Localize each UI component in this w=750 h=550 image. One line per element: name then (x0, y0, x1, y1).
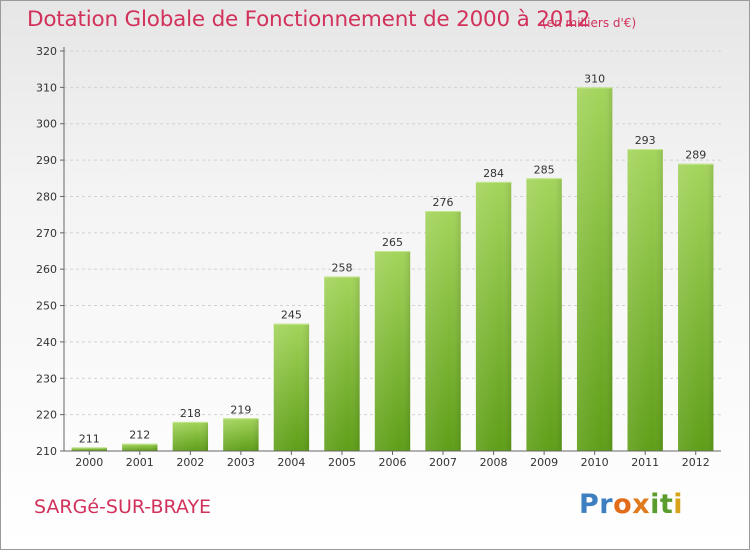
x-tick-label: 2007 (429, 456, 457, 469)
value-label: 285 (534, 163, 555, 176)
bar-shade (324, 276, 360, 451)
y-tick-label: 270 (36, 227, 57, 240)
x-tick-label: 2001 (126, 456, 154, 469)
value-label: 276 (433, 196, 454, 209)
chart-title: Dotation Globale de Fonctionnement de 20… (27, 7, 591, 32)
y-tick-label: 300 (36, 118, 57, 131)
bar-shade (374, 251, 411, 451)
value-label: 289 (685, 149, 706, 162)
x-tick-label: 2010 (581, 456, 609, 469)
logo-letter: x (632, 489, 651, 520)
place-name: SARGé-SUR-BRAYE (34, 496, 212, 518)
logo-letter: P (579, 489, 600, 520)
logo-letter: o (613, 489, 633, 520)
value-label: 310 (584, 72, 605, 85)
value-label: 218 (180, 407, 201, 420)
bar-shade (425, 211, 461, 451)
value-label: 293 (635, 134, 656, 147)
x-tick-label: 2006 (379, 456, 407, 469)
chart-subtitle: (en milliers d'€) (542, 16, 637, 30)
y-tick-label: 260 (36, 263, 57, 276)
y-tick-label: 290 (36, 154, 57, 167)
logo-letter: i (650, 489, 660, 520)
bar-shade (627, 149, 663, 451)
x-tick-label: 2012 (682, 456, 710, 469)
x-tick-label: 2003 (227, 456, 255, 469)
bar-shade (273, 323, 310, 451)
value-label: 258 (331, 261, 352, 274)
y-tick-label: 230 (36, 372, 57, 385)
value-label: 219 (230, 403, 251, 416)
y-tick-label: 320 (36, 45, 57, 58)
x-tick-label: 2005 (328, 456, 356, 469)
value-label: 245 (281, 309, 302, 322)
bar-shade (576, 87, 613, 451)
bar-shade (71, 447, 107, 451)
x-tick-label: 2000 (75, 456, 103, 469)
value-label: 212 (129, 429, 150, 442)
value-label: 284 (483, 167, 504, 180)
y-tick-label: 280 (36, 190, 57, 203)
proxiti-logo[interactable]: Proxiti (579, 489, 683, 520)
x-tick-label: 2002 (176, 456, 204, 469)
bar-shade (172, 421, 209, 451)
bar-shade (223, 418, 259, 451)
logo-letter: t (659, 489, 674, 520)
logo-letter: i (673, 489, 684, 520)
x-tick-label: 2011 (631, 456, 659, 469)
y-tick-label: 250 (36, 300, 57, 313)
y-tick-label: 240 (36, 336, 57, 349)
bar-shade (475, 181, 512, 451)
value-label: 265 (382, 236, 403, 249)
value-label: 211 (79, 432, 100, 445)
y-tick-label: 220 (36, 409, 57, 422)
y-tick-label: 310 (36, 81, 57, 94)
bar-shade (122, 443, 158, 451)
y-tick-label: 210 (36, 445, 57, 458)
bar-shade (678, 163, 714, 451)
bar-shade (526, 178, 562, 452)
x-tick-label: 2004 (277, 456, 305, 469)
x-tick-label: 2008 (480, 456, 508, 469)
x-tick-label: 2009 (530, 456, 558, 469)
logo-letter: r (599, 489, 614, 520)
